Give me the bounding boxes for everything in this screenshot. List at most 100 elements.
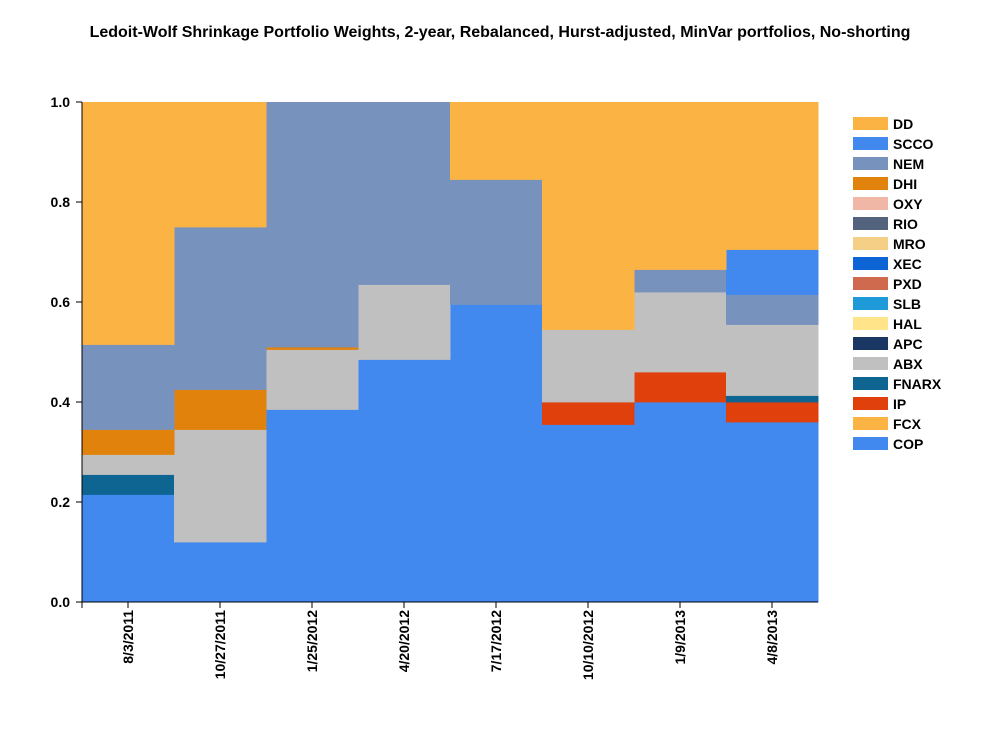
legend-swatch [853, 357, 888, 370]
segment-fnarx-7 [726, 395, 819, 403]
segment-dd-0 [82, 102, 175, 345]
legend-label: PXD [893, 276, 922, 292]
segment-abx-3 [358, 284, 451, 360]
legend-item-rio: RIO [853, 216, 918, 232]
y-tick-label: 0.2 [51, 494, 71, 510]
x-tick-label: 7/17/2012 [488, 610, 504, 672]
segment-abx-1 [174, 429, 267, 543]
legend-label: SCCO [893, 136, 934, 152]
legend-item-fnarx: FNARX [853, 376, 942, 392]
legend-swatch [853, 417, 888, 430]
segment-scco-7 [726, 249, 819, 295]
segment-abx-2 [266, 349, 359, 410]
x-tick-label: 10/27/2011 [212, 610, 228, 680]
segment-nem-4 [450, 179, 543, 305]
segment-dhi-1 [174, 389, 267, 430]
legend-swatch [853, 137, 888, 150]
legend-label: IP [893, 396, 906, 412]
legend-label: DD [893, 116, 913, 132]
segment-nem-0 [82, 344, 175, 430]
legend-swatch [853, 317, 888, 330]
legend-item-abx: ABX [853, 356, 923, 372]
legend-item-dhi: DHI [853, 176, 917, 192]
legend-item-oxy: OXY [853, 196, 923, 212]
segment-ip-6 [634, 372, 727, 403]
axes: 0.0 0.2 0.4 0.6 0.8 1.0 8/3/2011 10/27/2011 1/25… [51, 94, 818, 680]
legend-item-mro: MRO [853, 236, 926, 252]
x-tick-label: 4/20/2012 [396, 610, 412, 672]
legend-label: COP [893, 436, 923, 452]
segment-dd-1 [174, 102, 267, 228]
legend-label: DHI [893, 176, 917, 192]
legend-label: ABX [893, 356, 923, 372]
y-tick-label: 0.4 [51, 394, 71, 410]
segment-abx-5 [542, 329, 635, 403]
segment-cop-6 [634, 402, 727, 603]
segment-fnarx-0 [82, 474, 175, 495]
legend-swatch [853, 277, 888, 290]
legend-item-hal: HAL [853, 316, 922, 332]
segment-cop-5 [542, 424, 635, 603]
segment-cop-3 [358, 359, 451, 603]
segment-dhi-2 [266, 347, 359, 350]
legend-swatch [853, 237, 888, 250]
legend-item-fcx: FCX [853, 416, 922, 432]
segment-nem-2 [266, 102, 359, 348]
segment-ip-7 [726, 402, 819, 423]
legend-label: SLB [893, 296, 921, 312]
segment-dd-7 [726, 102, 819, 250]
chart-title: Ledoit-Wolf Shrinkage Portfolio Weights,… [89, 24, 911, 41]
plot-area [82, 102, 819, 603]
segment-abx-0 [82, 454, 175, 475]
segment-nem-6 [634, 269, 727, 293]
legend-label: FNARX [893, 376, 942, 392]
legend-swatch [853, 257, 888, 270]
legend-swatch [853, 437, 888, 450]
legend-label: RIO [893, 216, 918, 232]
segment-ip-5 [542, 402, 635, 425]
legend-item-apc: APC [853, 336, 923, 352]
segment-dd-4 [450, 102, 543, 180]
segment-dhi-0 [82, 429, 175, 455]
legend-label: APC [893, 336, 923, 352]
legend-swatch [853, 197, 888, 210]
segment-dd-5 [542, 102, 635, 330]
segment-dd-6 [634, 102, 727, 270]
segment-nem-7 [726, 294, 819, 325]
legend-label: XEC [893, 256, 922, 272]
x-tick-label: 8/3/2011 [120, 610, 136, 664]
segment-cop-2 [266, 409, 359, 603]
legend-swatch [853, 217, 888, 230]
legend-swatch [853, 177, 888, 190]
x-tick-label: 4/8/2013 [764, 610, 780, 665]
legend: DD SCCO NEM DHI OXY RIO MRO XEC PXD SLB HAL APC ABX F… [853, 116, 942, 452]
segment-cop-1 [174, 542, 267, 603]
legend-item-ip: IP [853, 396, 906, 412]
legend-label: OXY [893, 196, 923, 212]
y-tick-label: 0.8 [51, 194, 71, 210]
legend-swatch [853, 397, 888, 410]
segment-cop-0 [82, 494, 175, 603]
legend-item-nem: NEM [853, 156, 924, 172]
legend-item-cop: COP [853, 436, 923, 452]
segment-abx-6 [634, 292, 727, 373]
segment-cop-7 [726, 422, 819, 603]
legend-swatch [853, 157, 888, 170]
legend-swatch [853, 377, 888, 390]
y-tick-label: 0.0 [51, 594, 71, 610]
legend-item-xec: XEC [853, 256, 922, 272]
segment-abx-7 [726, 324, 819, 396]
segment-cop-4 [450, 304, 543, 603]
legend-label: HAL [893, 316, 922, 332]
legend-label: MRO [893, 236, 926, 252]
x-tick-label: 1/25/2012 [304, 610, 320, 672]
x-tick-label: 1/9/2013 [672, 610, 688, 665]
legend-swatch [853, 117, 888, 130]
legend-item-pxd: PXD [853, 276, 922, 292]
legend-label: FCX [893, 416, 922, 432]
legend-swatch [853, 337, 888, 350]
segment-nem-1 [174, 227, 267, 390]
x-tick-label: 10/10/2012 [580, 610, 596, 680]
segment-nem-3 [358, 102, 451, 285]
